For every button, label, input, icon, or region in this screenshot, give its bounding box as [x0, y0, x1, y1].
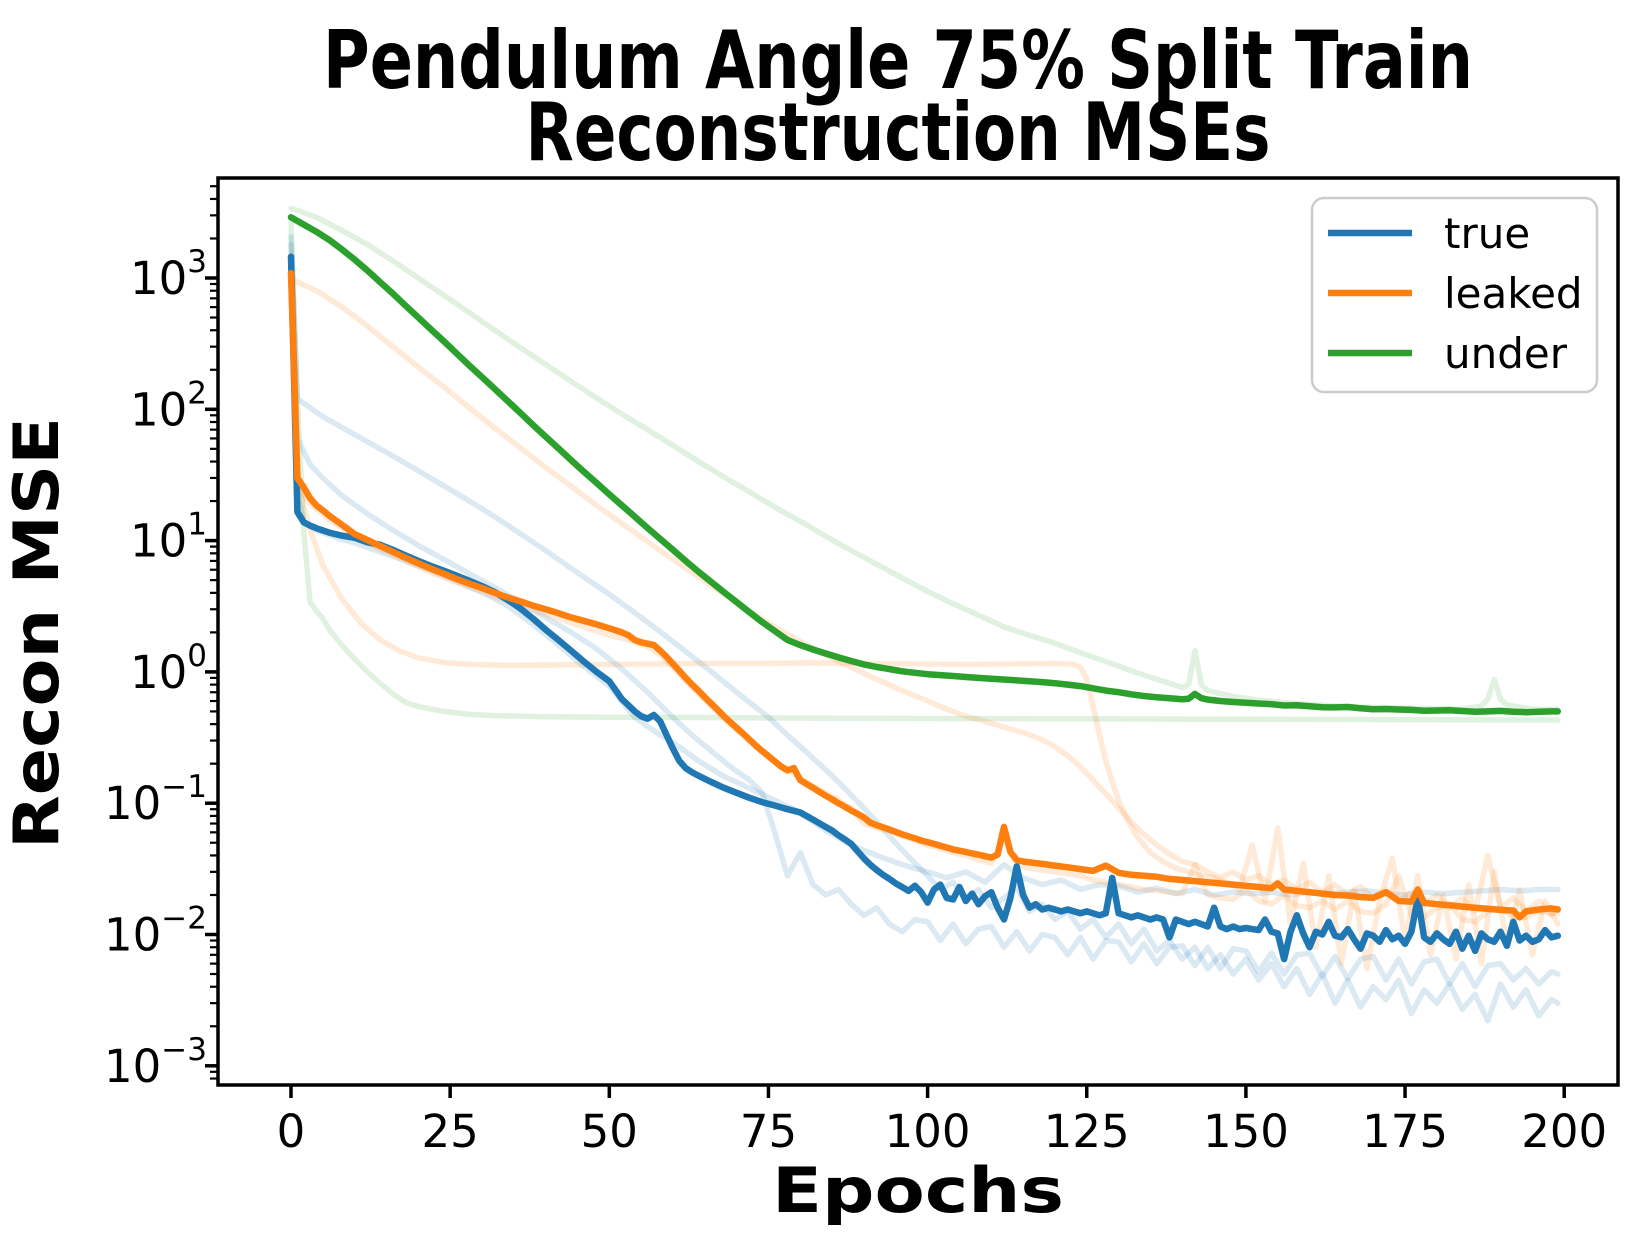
series-leaked-seed-1 — [288, 270, 1561, 972]
x-tick-label: 75 — [740, 1105, 797, 1158]
chart-title-line2: Reconstruction MSEs — [526, 86, 1271, 179]
x-axis-label: Epochs — [772, 1154, 1064, 1227]
x-ticks: 0 25 50 75 100 125 150 175 200 — [277, 1085, 1607, 1158]
x-tick-label: 50 — [581, 1105, 638, 1158]
y-tick-label: 101 — [130, 507, 207, 568]
series-under-mean — [287, 214, 1562, 716]
x-tick-label: 200 — [1521, 1105, 1607, 1158]
plot-frame — [216, 176, 1620, 1087]
x-tick-label: 0 — [277, 1105, 306, 1158]
series-under-seed-1 — [288, 218, 1561, 723]
legend-box — [1310, 196, 1599, 394]
legend-entry-under: under — [1328, 329, 1568, 378]
series-true-mean — [287, 253, 1562, 963]
legend-entry-leaked: leaked — [1328, 269, 1583, 318]
legend-label-under: under — [1444, 329, 1568, 378]
x-tick-label: 150 — [1203, 1105, 1289, 1158]
x-tick-label: 25 — [422, 1105, 479, 1158]
series-leaked-mean — [287, 269, 1562, 921]
series-leaked-seed-2 — [288, 276, 1561, 919]
legend-entry-true: true — [1328, 209, 1530, 258]
x-tick-label: 100 — [885, 1105, 971, 1158]
legend-label-true: true — [1444, 209, 1530, 258]
y-tick-label: 10−2 — [104, 901, 207, 962]
y-tick-label: 10−3 — [104, 1032, 207, 1093]
y-tick-label: 10−1 — [104, 769, 207, 830]
legend-label-leaked: leaked — [1444, 269, 1583, 318]
plot-series-layer — [287, 205, 1562, 1024]
series-true-seed-3 — [288, 241, 1561, 990]
x-tick-label: 125 — [1044, 1105, 1130, 1158]
x-tick-label: 175 — [1362, 1105, 1448, 1158]
y-ticks: 103 102 101 100 10−1 10−2 10−3 — [104, 244, 218, 1093]
y-tick-label: 100 — [130, 638, 207, 699]
y-axis-label: Recon MSE — [0, 417, 73, 849]
y-tick-label: 103 — [130, 244, 207, 305]
legend: true leaked under — [1310, 196, 1599, 394]
chart-title-line1: Pendulum Angle 75% Split Train — [323, 14, 1473, 107]
y-tick-label: 102 — [130, 375, 207, 436]
